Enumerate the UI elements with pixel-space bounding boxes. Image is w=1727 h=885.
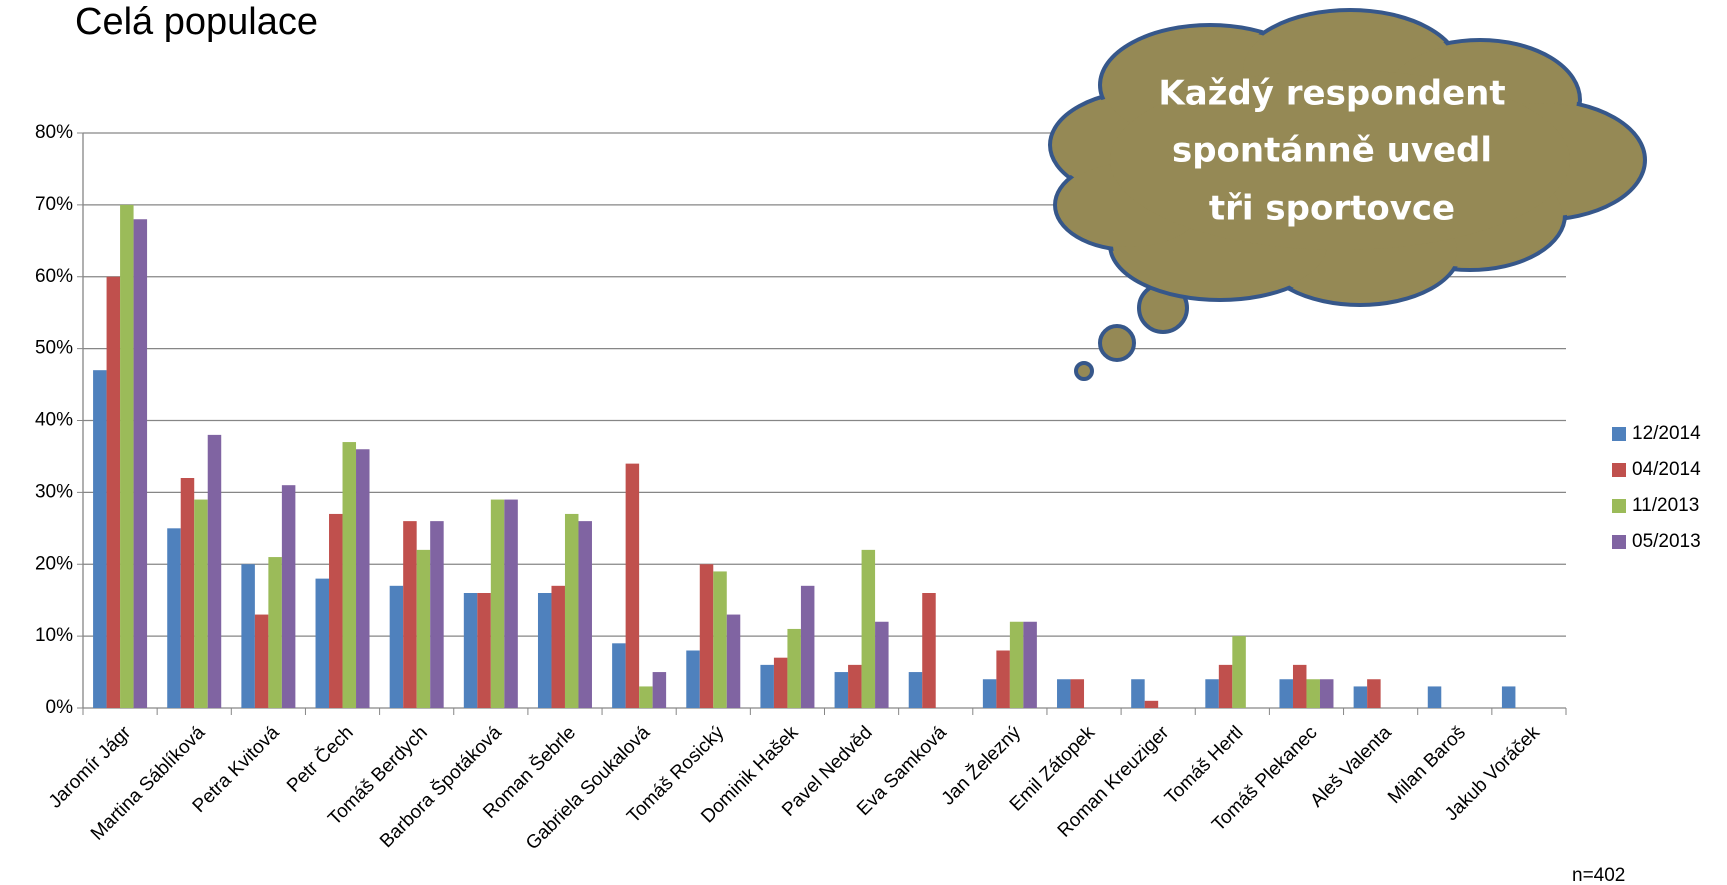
bar [652,672,667,708]
legend-label: 05/2013 [1632,531,1701,552]
note: n=402 [1572,865,1625,885]
bar [93,370,107,708]
bar [787,628,801,708]
cloud-text: tři sportovce [1209,189,1455,229]
bar [1353,686,1368,708]
bar [268,557,282,708]
cloud-text: Každý respondent [1158,74,1505,114]
legend-label: 12/2014 [1632,423,1701,444]
bar [342,442,357,708]
legend-swatch [1612,535,1626,549]
bar [1279,679,1293,708]
bar [1306,679,1320,708]
bar [430,521,444,708]
x-tick-label: Barbora Špotáková [375,721,506,852]
bar [180,478,195,708]
bar [726,614,741,708]
bar [713,571,727,708]
bar [564,513,579,708]
y-tick-label: 10% [35,625,73,646]
bar [490,499,505,708]
bar [1144,700,1159,708]
bar [120,204,134,708]
bar [1292,664,1307,708]
bar [537,593,552,708]
bar [1131,679,1145,708]
bar [1319,679,1334,708]
bar [241,564,255,708]
legend-swatch [1612,499,1626,513]
bar [861,549,876,708]
bar [356,449,370,708]
bar [281,485,296,708]
bar [389,585,404,708]
bar [875,621,889,708]
bar [106,276,121,708]
bar [1009,621,1024,708]
bar [1367,679,1381,708]
bar [1070,679,1085,708]
bar [982,679,997,708]
y-tick-label: 0% [46,697,74,718]
bar [1501,686,1516,708]
x-tick-label: Petr Čech [282,722,357,797]
bar [699,564,714,708]
y-tick-label: 30% [35,481,73,502]
bar [504,499,518,708]
bar [416,549,431,708]
bar [996,650,1010,708]
legend-label: 11/2013 [1632,495,1699,516]
y-tick-label: 60% [35,266,73,287]
y-tick-label: 20% [35,553,73,574]
x-tick-label: Gabriela Soukalová [522,722,654,854]
thought-cloud: Každý respondent spontánně uvedl tři spo… [1048,8,1647,381]
bar [625,463,640,708]
bar [1427,686,1442,708]
bar [639,686,653,708]
bar [167,528,181,708]
legend-swatch [1612,463,1626,477]
bar [1232,636,1246,708]
y-tick-label: 50% [35,338,73,359]
bar [773,657,788,708]
bar [551,585,565,708]
bar [612,643,626,708]
y-tick-label: 40% [35,410,73,431]
bar [1057,679,1071,708]
bar [477,593,491,708]
bar [848,664,862,708]
bar [922,593,936,708]
cloud-text: spontánně uvedl [1172,131,1492,171]
bar [908,672,923,708]
bar [403,521,417,708]
bar [463,593,478,708]
y-tick-label: 80% [35,122,73,143]
legend-swatch [1612,427,1626,441]
bar [329,513,343,708]
bar [1205,679,1219,708]
bar [194,499,208,708]
chart-title: Celá populace [75,1,318,43]
bar [834,672,849,708]
bar [1218,664,1233,708]
bar [686,650,700,708]
bar [133,219,148,708]
y-tick-label: 70% [35,194,73,215]
bar [1023,621,1037,708]
bar [760,664,774,708]
bar [254,614,269,708]
legend-label: 04/2014 [1632,459,1701,480]
bar [207,434,222,708]
bar [800,585,815,708]
bar [578,521,592,708]
bar [315,578,330,708]
